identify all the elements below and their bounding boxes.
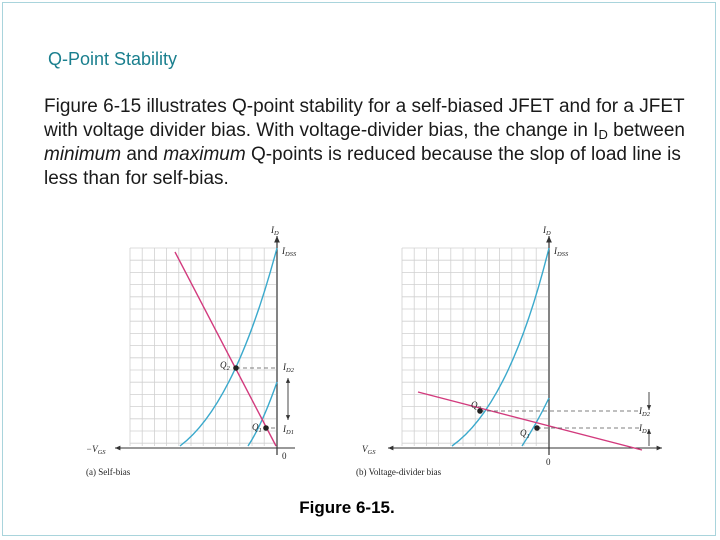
panel-a-idss-label: IDSS <box>281 246 297 258</box>
panel-b-id1-label: ID1 <box>638 423 650 435</box>
panel-b-x-axis-label: VGS <box>362 444 376 456</box>
panel-a-q1-point <box>263 425 269 431</box>
panel-a-q1-label: Q1 <box>252 422 262 434</box>
panel-b-q2-point <box>477 408 483 414</box>
slide-title: Q-Point Stability <box>48 49 178 69</box>
body-text: Figure 6-15 illustrates Q-point stabilit… <box>44 95 694 191</box>
panel-a-grid <box>129 247 276 446</box>
panel-a-id1-label: ID1 <box>282 424 294 436</box>
panel-b-grid <box>401 247 548 446</box>
panel-a-q2-label: Q2 <box>220 360 231 372</box>
panel-a-load-line <box>174 251 277 447</box>
figure-caption: Figure 6-15. <box>299 498 395 517</box>
body-text-subscript: D <box>598 127 608 142</box>
panel-b-transfer-curve-max <box>451 247 550 447</box>
body-text-part4: Q-points is reduced because the slop of … <box>44 144 681 189</box>
figure-6-15: Q2 Q1 ID IDSS ID2 ID1 −VGS 0 (a) Self-bi… <box>86 225 662 477</box>
panel-a-id2-label: ID2 <box>282 362 295 374</box>
panel-a-self-bias: Q2 Q1 ID IDSS ID2 ID1 −VGS 0 (a) Self-bi… <box>86 225 297 477</box>
panel-a-y-axis-label: ID <box>270 225 279 237</box>
panel-a-transfer-curve-max <box>179 247 278 447</box>
panel-b-q1-point <box>534 425 540 431</box>
panel-b-q1-label: Q1 <box>520 428 530 440</box>
body-text-part1: Figure 6-15 illustrates Q-point stabilit… <box>44 96 685 141</box>
panel-b-id2-label: ID2 <box>638 406 651 418</box>
panel-a-q2-point <box>233 365 239 371</box>
panel-b-transfer-curve-min <box>521 397 550 447</box>
panel-a-x-axis-label: −VGS <box>86 444 106 456</box>
body-text-minimum: minimum <box>44 144 122 165</box>
panel-b-origin-label: 0 <box>546 457 551 467</box>
panel-a-origin-label: 0 <box>282 451 287 461</box>
body-text-part3: and <box>121 144 164 165</box>
panel-b-q2-label: Q2 <box>471 400 482 412</box>
panel-b-caption: (b) Voltage-divider bias <box>356 467 442 477</box>
body-text-part2: between <box>607 120 685 141</box>
body-text-maximum: maximum <box>163 144 246 165</box>
panel-b-idss-label: IDSS <box>553 246 569 258</box>
panel-b-load-line <box>417 391 643 451</box>
panel-a-caption: (a) Self-bias <box>86 467 131 477</box>
panel-b-y-axis-label: ID <box>542 225 551 237</box>
panel-b-voltage-divider-bias: Q2 Q1 ID IDSS ID2 ID1 VGS 0 (b) Voltage-… <box>356 225 662 477</box>
